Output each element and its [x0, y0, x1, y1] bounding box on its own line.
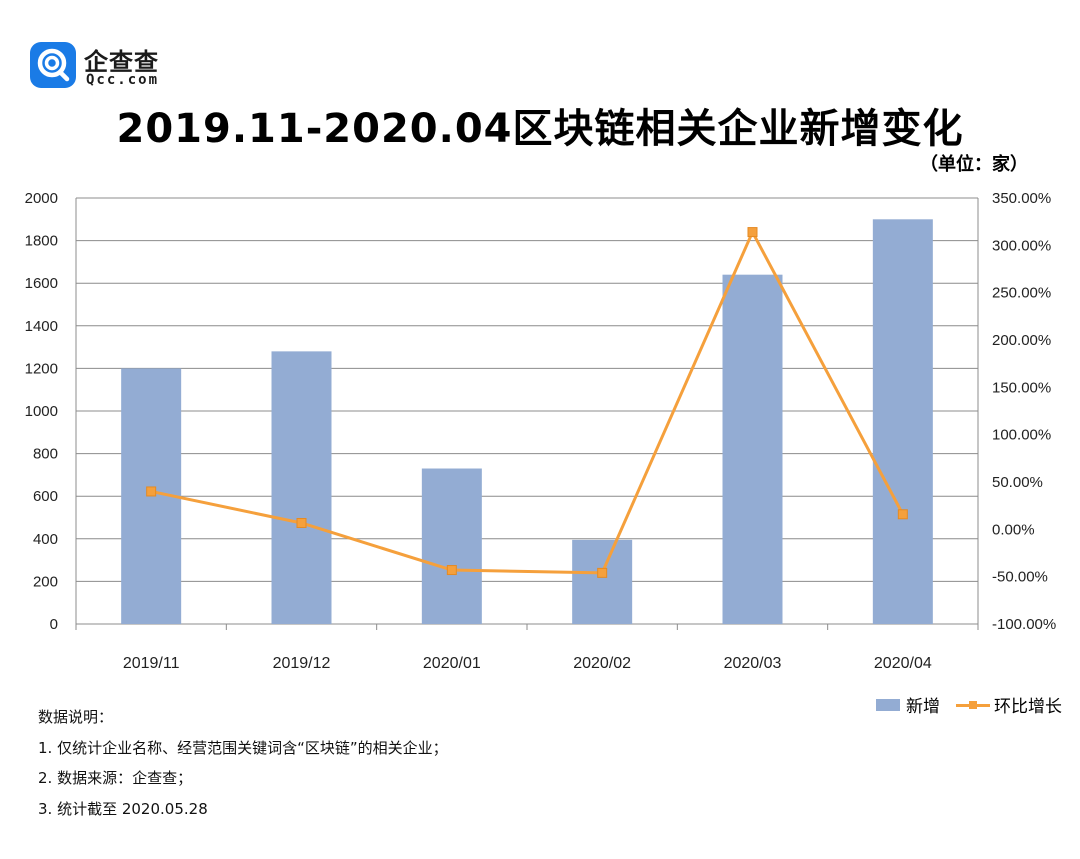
left-tick-label: 2000	[25, 190, 58, 207]
right-tick-label: 200.00%	[992, 332, 1051, 349]
notes-heading: 数据说明：	[38, 708, 114, 726]
line-point	[146, 486, 157, 497]
left-tick-label: 200	[33, 573, 58, 590]
category-label: 2020/04	[874, 655, 932, 672]
left-axis-ticks: 0 200 400 600 800 1000 1200 1400 1600 1800 2000	[25, 190, 58, 633]
legend-item-bar: 新增	[876, 692, 940, 717]
bar	[722, 274, 783, 624]
bar-swatch-icon	[876, 698, 900, 711]
logo-name: 企查查	[84, 48, 159, 76]
left-tick-label: 1400	[25, 318, 58, 335]
notes-item: 3. 统计截至 2020.05.28	[38, 799, 208, 818]
left-tick-label: 1200	[25, 360, 58, 377]
line-point	[597, 567, 608, 578]
unit-label: （单位：家）	[920, 154, 1028, 175]
bar	[271, 351, 332, 624]
left-tick-label: 600	[33, 488, 58, 505]
left-tick-label: 1800	[25, 233, 58, 250]
right-tick-label: -50.00%	[992, 569, 1048, 586]
gridlines	[75, 197, 979, 630]
data-notes: 数据说明： 1. 仅统计企业名称、经营范围关键词含“区块链”的相关企业； 2. …	[38, 702, 448, 824]
left-tick-label: 0	[50, 616, 58, 633]
logo-badge	[30, 42, 76, 88]
left-tick-label: 400	[33, 531, 58, 548]
left-tick-label: 1600	[25, 275, 58, 292]
legend-bar-label: 新增	[906, 697, 940, 717]
category-label: 2019/11	[123, 655, 180, 672]
right-tick-label: 250.00%	[992, 285, 1051, 302]
notes-item: 2. 数据来源：企查查；	[38, 769, 193, 787]
right-tick-label: 150.00%	[992, 379, 1051, 396]
right-tick-label: -100.00%	[992, 616, 1056, 633]
combo-chart: 0 200 400 600 800 1000 1200 1400 1600 1800 2000 -1…	[25, 190, 1057, 672]
right-tick-label: 350.00%	[992, 190, 1051, 207]
right-tick-label: 0.00%	[992, 521, 1035, 538]
line-point	[897, 509, 908, 520]
growth-line	[150, 230, 905, 575]
legend-item-line: 环比增长	[956, 692, 1062, 717]
category-label: 2020/01	[423, 655, 481, 672]
line-point	[296, 517, 307, 528]
category-label: 2020/02	[573, 655, 631, 672]
legend-line-label: 环比增长	[994, 697, 1062, 717]
bar	[872, 219, 933, 625]
line-point	[747, 227, 758, 238]
chart-title: 2019.11-2020.04区块链相关企业新增变化	[116, 106, 964, 152]
category-label: 2019/12	[273, 655, 331, 672]
left-tick-label: 800	[33, 446, 58, 463]
right-tick-label: 100.00%	[992, 427, 1051, 444]
category-label: 2020/03	[724, 655, 782, 672]
line-point	[446, 565, 457, 576]
notes-item: 1. 仅统计企业名称、经营范围关键词含“区块链”的相关企业；	[38, 738, 448, 757]
logo-domain: Qcc.com	[86, 72, 160, 88]
category-axis-ticks: 2019/11 2019/12 2020/01 2020/02 2020/03 2020/…	[123, 655, 932, 672]
bar	[572, 539, 633, 624]
right-axis-ticks: -100.00% -50.00% 0.00% 50.00% 100.00% 150.00%…	[992, 190, 1056, 633]
magnifier-icon	[37, 48, 70, 82]
left-tick-label: 1000	[25, 403, 58, 420]
line-series	[146, 227, 908, 578]
bar	[421, 468, 482, 624]
right-tick-label: 50.00%	[992, 474, 1043, 491]
qcc-logo: 企查查 Qcc.com	[30, 42, 180, 88]
line-swatch-icon	[956, 699, 990, 711]
right-tick-label: 300.00%	[992, 237, 1051, 254]
bar-series	[121, 219, 933, 625]
